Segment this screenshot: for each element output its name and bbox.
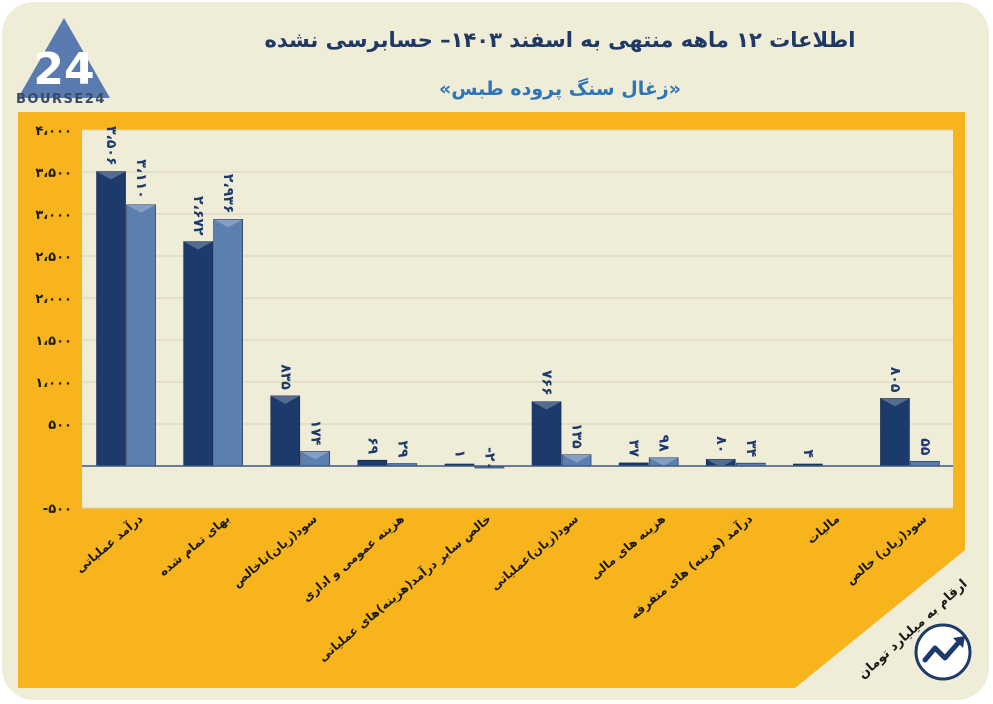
- y-tick-label: ۳،۰۰۰: [35, 208, 72, 223]
- bar-bevel: [706, 459, 736, 468]
- bar-bevel: [562, 454, 592, 463]
- chart-subtitle: «زغال سنگ پروده طبس»: [438, 78, 682, 100]
- bar-bevel: [96, 171, 126, 180]
- bar-series-1: [531, 401, 562, 467]
- y-tick-label: ۲،۵۰۰: [35, 250, 72, 265]
- value-label: -۲۰: [481, 447, 497, 470]
- value-label: ۷۶۶: [539, 370, 555, 396]
- value-label: ۳،۱۱۰: [133, 159, 149, 199]
- bar-bevel: [213, 219, 243, 228]
- svg-text:24: 24: [33, 44, 94, 95]
- bar-bevel: [270, 395, 300, 404]
- value-label: ۴: [800, 449, 816, 458]
- value-label: ۲۹: [394, 440, 410, 458]
- bar-series-2: [213, 219, 243, 467]
- chart-title: اطلاعات ۱۲ ماهه منتهی به اسفند ۱۴۰۳– حسا…: [264, 28, 856, 52]
- value-label: ۱: [451, 449, 467, 458]
- value-label: ۱۷۴: [307, 420, 323, 446]
- value-label: ۲،۶۷۲: [190, 196, 206, 236]
- bar-series-1: [183, 241, 213, 467]
- value-label: ۳۷: [626, 440, 642, 458]
- bar-series-1: [357, 459, 388, 467]
- value-label: ۸۰۵: [887, 367, 903, 393]
- y-tick-label: ۲،۰۰۰: [35, 292, 72, 307]
- value-label: ۳۴: [743, 440, 759, 458]
- value-label: ۵۵: [917, 438, 933, 456]
- value-labels: ۳،۵۰۶ ۳،۱۱۰ ۲،۶۷۲ ۲،۹۳۶ ۸۳۵ ۱۷۴ ۶۹ ۲۹ ۱ -۲۰ ۷۶۶ ۱۳۵…: [103, 126, 933, 470]
- value-label: ۲،۹۳۶: [220, 174, 236, 214]
- y-tick-label: ۱،۰۰۰: [35, 376, 72, 391]
- value-label: ۸۰: [713, 436, 729, 453]
- bar-series-1: [96, 171, 126, 467]
- value-label: ۸۳۵: [277, 364, 293, 390]
- bars: [96, 171, 940, 469]
- bar-bevel: [532, 401, 562, 410]
- bar-series-1: [270, 395, 301, 467]
- y-tick-label: ۳،۵۰۰: [35, 166, 72, 181]
- bar-bevel: [880, 398, 910, 407]
- bourse24-logo-icon: 24: [18, 18, 110, 98]
- value-label: ۶۹: [364, 437, 380, 455]
- value-label: ۹۸: [656, 435, 672, 453]
- bar-bevel: [183, 241, 213, 250]
- value-label: ۱۳۵: [569, 423, 585, 449]
- y-axis-ticks: -۵۰۰ ۵۰۰ ۱،۰۰۰ ۱،۵۰۰ ۲،۰۰۰ ۲،۵۰۰ ۳،۰۰۰ ۳،۵۰۰ ۴،۰…: [35, 124, 72, 517]
- bar-bevel: [126, 204, 156, 213]
- y-tick-label: ۱،۵۰۰: [35, 334, 72, 349]
- y-tick-label: ۴،۰۰۰: [35, 124, 72, 139]
- value-label: ۳،۵۰۶: [103, 126, 119, 166]
- bar-bevel: [649, 457, 679, 466]
- bar-series-2: [126, 204, 156, 467]
- y-tick-label: ۵۰۰: [48, 418, 72, 433]
- logo-text: BOURSE24: [16, 92, 106, 107]
- trend-arrow-icon: [914, 623, 972, 681]
- bar-series-1: [880, 398, 910, 467]
- y-tick-label: -۵۰۰: [43, 502, 72, 517]
- bar-bevel: [300, 451, 330, 460]
